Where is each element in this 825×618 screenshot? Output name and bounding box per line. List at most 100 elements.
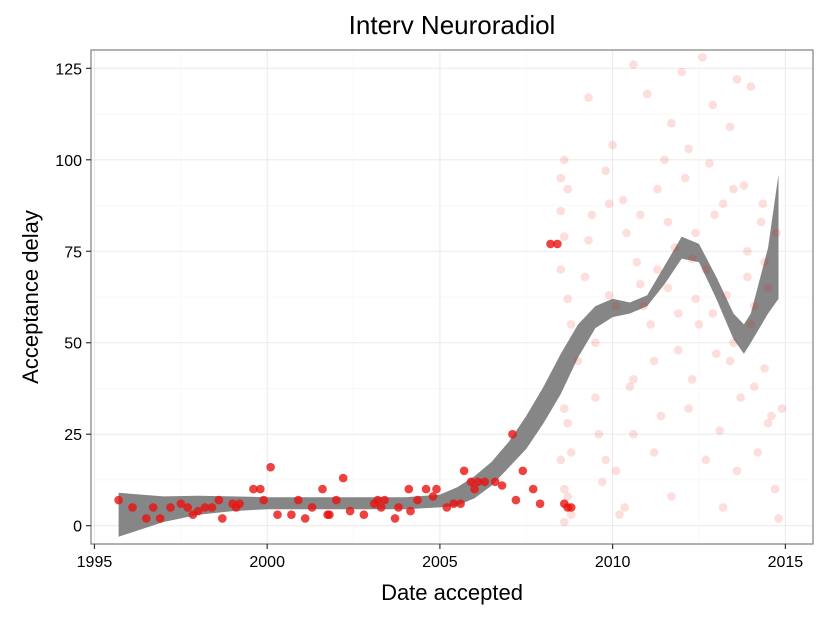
data-point (718, 199, 728, 208)
y-tick-label: 75 (64, 244, 82, 261)
data-point (743, 247, 752, 256)
x-tick-label: 2005 (422, 554, 458, 571)
data-point (518, 466, 528, 476)
data-point (710, 210, 719, 219)
data-point (287, 510, 296, 519)
y-axis-label: Acceptance delay (18, 210, 43, 384)
data-point (632, 257, 642, 267)
data-point (746, 320, 756, 329)
smooth-band-layer (118, 174, 779, 537)
data-point (653, 184, 662, 194)
data-point (560, 484, 569, 494)
data-point (701, 455, 711, 465)
data-point (300, 514, 310, 523)
data-point (691, 294, 700, 304)
data-point (750, 301, 759, 311)
data-point (691, 228, 700, 238)
data-point (470, 484, 479, 494)
data-point (663, 283, 673, 293)
data-point (473, 477, 483, 487)
data-point (732, 466, 742, 476)
data-point (535, 499, 545, 509)
data-point (294, 495, 303, 505)
data-point (684, 404, 693, 413)
data-point (649, 356, 659, 366)
data-point (770, 484, 780, 494)
data-point (680, 173, 690, 183)
data-point (497, 481, 507, 490)
data-point (736, 393, 745, 402)
data-point (413, 495, 422, 505)
data-point (390, 514, 400, 523)
data-point (587, 210, 597, 219)
data-point (677, 67, 686, 77)
data-point (318, 484, 327, 494)
data-point (490, 477, 500, 487)
data-point (729, 184, 738, 194)
data-point (155, 514, 165, 523)
data-point (598, 477, 607, 487)
data-point (563, 184, 572, 194)
data-point (380, 495, 389, 505)
data-point (235, 499, 244, 509)
y-axis: 0 25 50 75 100 125 (55, 61, 91, 536)
data-point (142, 514, 151, 523)
data-point (556, 173, 566, 183)
data-point (725, 122, 735, 132)
data-point (684, 144, 693, 154)
data-point (712, 349, 721, 359)
data-point (307, 503, 317, 512)
data-point (646, 320, 655, 329)
data-point (325, 510, 334, 519)
data-point (725, 356, 735, 366)
data-point (732, 75, 742, 84)
data-point (667, 492, 676, 501)
data-point (442, 503, 452, 512)
data-point (760, 257, 769, 267)
data-point (394, 503, 403, 512)
data-point (560, 404, 569, 413)
data-point (649, 448, 659, 457)
data-point (466, 477, 476, 487)
data-point (618, 195, 628, 205)
data-point (560, 155, 569, 165)
data-point (639, 301, 648, 311)
data-point (660, 155, 669, 165)
data-point (259, 495, 269, 505)
smooth-confidence-band (118, 174, 779, 537)
data-point (556, 206, 566, 216)
data-point (183, 503, 192, 512)
data-point (560, 517, 569, 527)
data-point (636, 210, 645, 219)
y-tick-label: 50 (64, 336, 82, 353)
data-point (701, 265, 711, 274)
data-point (750, 382, 759, 392)
data-point (611, 466, 621, 476)
data-point (636, 279, 645, 289)
data-point (449, 499, 459, 509)
data-point (459, 466, 469, 476)
data-point (674, 309, 683, 318)
data-point (656, 411, 666, 421)
data-point (722, 290, 731, 300)
data-point (729, 338, 738, 348)
data-point (746, 82, 756, 91)
data-point (715, 426, 724, 435)
data-point (580, 272, 590, 282)
data-point (698, 53, 707, 62)
data-point (176, 499, 186, 509)
data-point (404, 484, 414, 494)
data-point (480, 477, 490, 487)
data-point (266, 462, 275, 472)
data-point (687, 254, 697, 263)
data-point (508, 429, 517, 439)
data-point (753, 448, 762, 457)
x-tick-label: 1995 (77, 554, 113, 571)
data-point (663, 217, 673, 227)
data-point (756, 217, 766, 227)
data-point (406, 506, 415, 516)
x-tick-label: 2010 (595, 554, 631, 571)
data-point (629, 60, 638, 69)
data-point (432, 484, 441, 494)
